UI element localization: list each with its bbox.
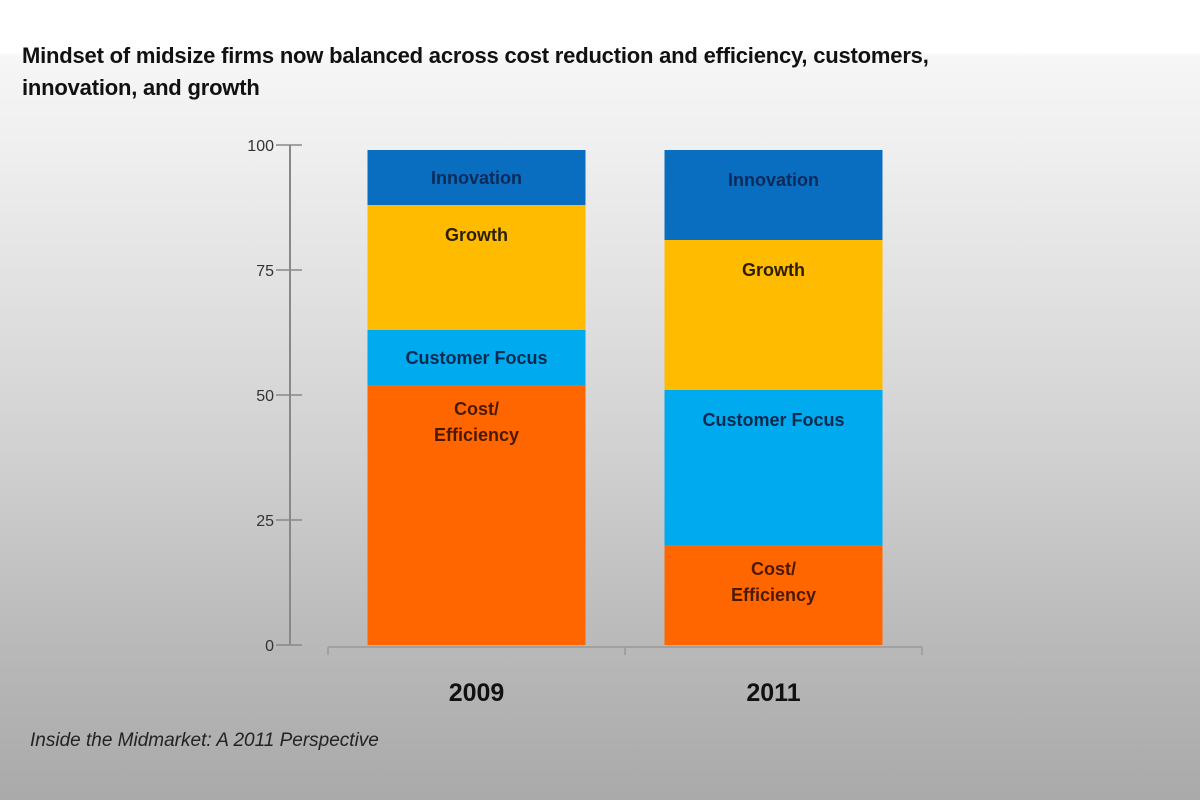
bar-segment-growth-2009	[367, 205, 586, 330]
bar-segment-innovation-2011	[664, 150, 883, 240]
segment-label: Innovation	[728, 170, 819, 190]
segment-label: Customer Focus	[702, 410, 844, 430]
bar-segment-customer-focus-2011	[664, 390, 883, 545]
bar-segment-cost-efficiency-2011	[664, 545, 883, 645]
segment-label: Cost/Efficiency	[434, 399, 519, 445]
segment-label: Growth	[445, 225, 508, 245]
bar-segment-customer-focus-2009	[367, 330, 586, 385]
segment-labels: Cost/Efficiency Customer Focus Growth Innov…	[405, 168, 844, 605]
y-tick-label: 50	[256, 388, 274, 405]
x-axis: 2009 2011	[327, 646, 923, 707]
segment-label: Innovation	[431, 168, 522, 188]
segment-label: Growth	[742, 260, 805, 280]
y-axis: 0 25 50 75 100	[247, 138, 302, 655]
chart-title: Mindset of midsize firms now balanced ac…	[22, 43, 929, 100]
bars	[367, 150, 883, 645]
bar-segment-innovation-2009	[367, 150, 586, 205]
x-category-label: 2011	[746, 679, 800, 707]
segment-label: Customer Focus	[405, 348, 547, 368]
y-tick-label: 25	[256, 513, 274, 530]
y-tick-label: 0	[265, 638, 274, 655]
y-tick-label: 75	[256, 263, 274, 280]
source-caption: Inside the Midmarket: A 2011 Perspective	[30, 730, 379, 751]
y-tick-label: 100	[247, 138, 274, 155]
bar-segment-growth-2011	[664, 240, 883, 390]
segment-label: Cost/Efficiency	[731, 559, 816, 605]
x-category-label: 2009	[449, 679, 505, 707]
bar-segment-cost-efficiency-2009	[367, 385, 586, 645]
